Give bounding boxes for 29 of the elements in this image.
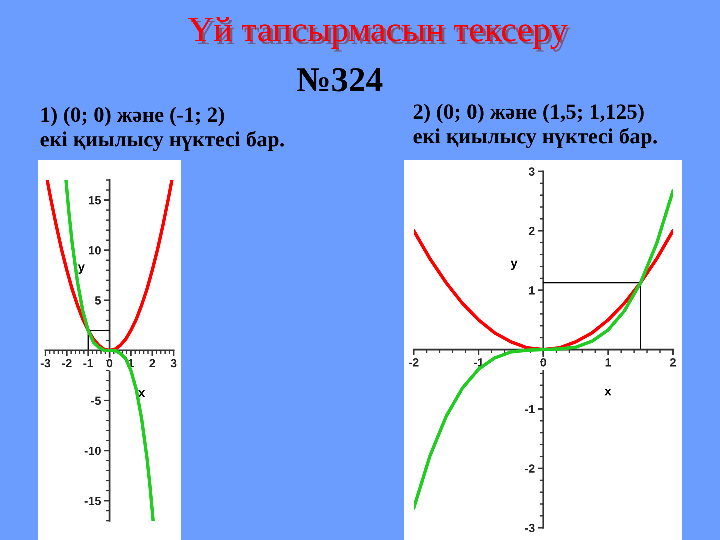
y-tick-label: 2 [529,227,535,236]
y-tick-label: -10 [84,446,101,456]
y-tick-label: -1 [525,405,535,414]
x-tick-label: 3 [170,359,177,368]
y-axis-title: y [78,264,86,274]
x-tick-label: 0 [540,358,546,367]
x-tick-label: 1 [606,358,612,367]
y-tick-label: -5 [91,396,102,406]
x-tick-label: -3 [40,359,51,368]
y-tick-label: 1 [529,286,535,295]
x-tick-label: -2 [409,358,419,367]
text: 2) (0; 0) және (1,5; 1,125) екі қиылысу нүктесі бар. [414,104,658,148]
text: №324 [297,68,383,92]
x-tick-label: -2 [62,359,72,368]
text: 1) (0; 0) және (-1; 2) екі қиылысу нүктесі бар. [40,107,284,152]
y-tick-label: -15 [84,497,102,506]
x-tick-label: 2 [670,358,676,367]
y-tick-label: -3 [525,524,535,532]
y-tick-label: 15 [89,196,102,205]
y-tick-label: 5 [95,296,102,305]
x-axis-title: x [138,390,146,398]
x-tick-label: 0 [106,359,113,368]
y-tick-label: 3 [528,168,535,176]
y-tick-label: 10 [89,246,101,255]
y-tick-label: -2 [525,464,535,473]
x-tick-label: 2 [150,359,156,368]
x-axis-title: x [604,388,612,396]
text: Үй тапсырмасын тексеру [188,17,571,52]
y-axis-title: y [510,260,518,270]
